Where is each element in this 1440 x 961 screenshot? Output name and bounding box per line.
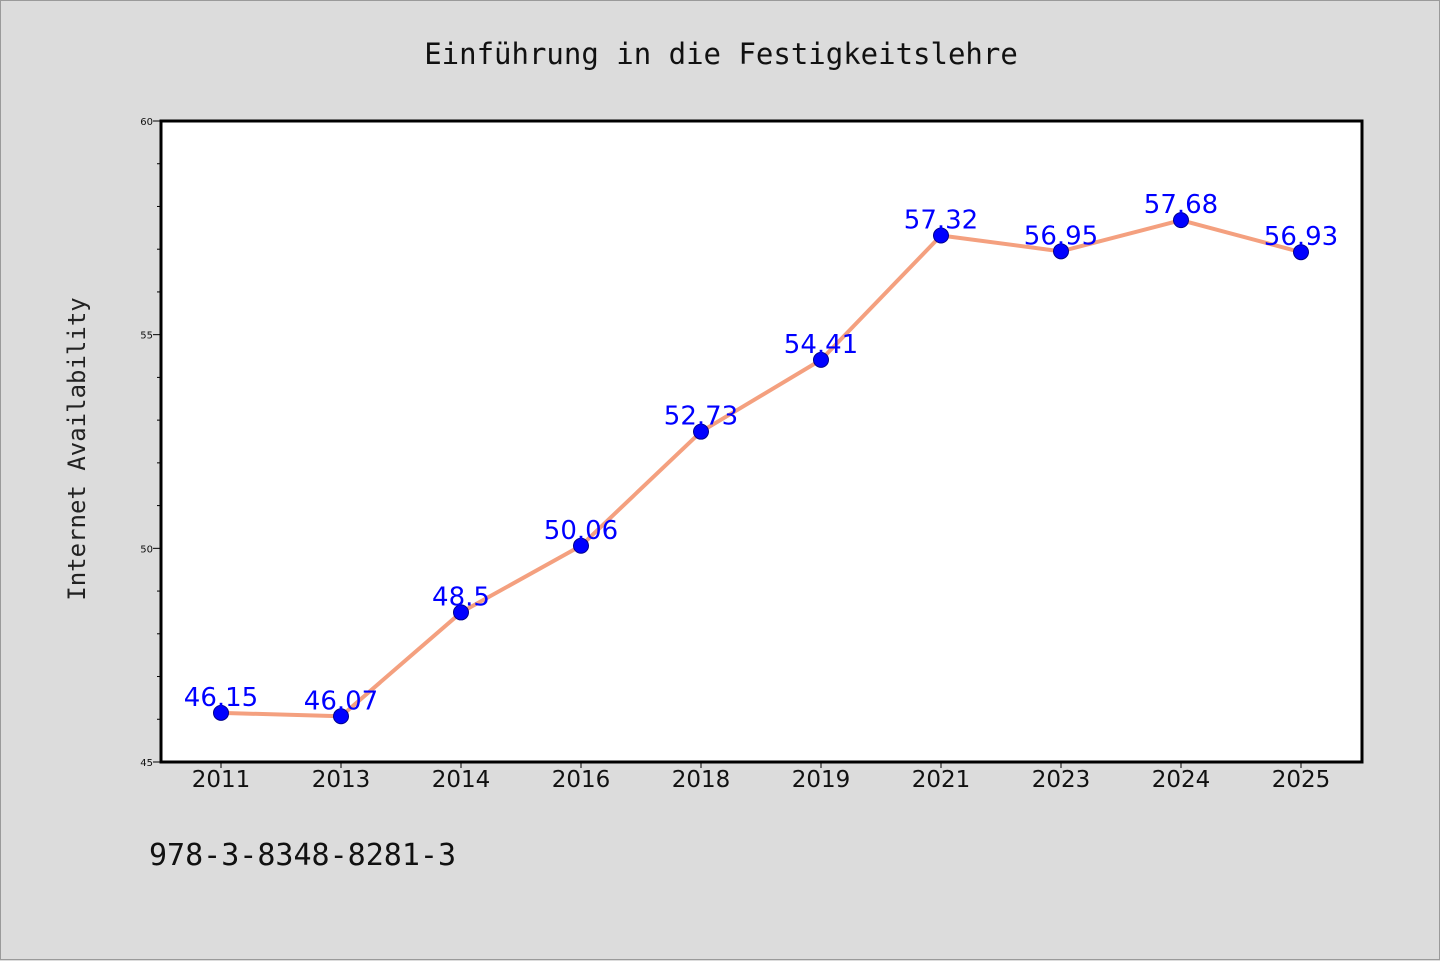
- x-tick-label: 2019: [792, 767, 851, 793]
- x-tick-label: 2024: [1152, 767, 1211, 793]
- y-tick-label: 45: [140, 758, 153, 769]
- data-point: [1053, 243, 1069, 260]
- isbn-text: 978-3-8348-8281-3: [149, 838, 456, 873]
- data-label: 57.32: [904, 206, 978, 236]
- data-series: [213, 212, 1309, 725]
- x-axis: 2011 2013 2014 2016 2018 2019 2021 2023 2024 2025: [192, 762, 1331, 793]
- data-label: 48.5: [432, 582, 490, 612]
- y-tick-label: 55: [140, 331, 153, 342]
- data-point: [1293, 244, 1309, 261]
- data-labels: 46.15 46.07 48.5 50.06 52.73 54.41 57.32 56.95 5…: [184, 190, 1338, 716]
- data-label: 56.95: [1024, 221, 1098, 251]
- x-tick-label: 2011: [192, 767, 251, 793]
- data-point: [453, 604, 469, 621]
- data-label: 57.68: [1144, 190, 1218, 220]
- y-axis: 45 50 55 60: [140, 117, 161, 769]
- series-line: [220, 218, 1302, 719]
- plot-area: [159, 119, 1364, 764]
- x-tick-label: 2025: [1272, 767, 1331, 793]
- data-point: [693, 423, 709, 440]
- x-tick-label: 2013: [312, 767, 371, 793]
- data-label: 46.15: [184, 683, 258, 713]
- data-label: 54.41: [784, 330, 858, 360]
- data-point: [813, 351, 829, 368]
- y-axis-label: Internet Availability: [63, 297, 91, 600]
- data-point: [333, 708, 349, 725]
- data-point: [213, 704, 229, 721]
- x-tick-label: 2014: [432, 767, 491, 793]
- data-label: 50.06: [544, 516, 618, 546]
- x-tick-label: 2018: [672, 767, 731, 793]
- y-tick-label: 60: [140, 117, 153, 128]
- chart-title: Einführung in die Festigkeitslehre: [424, 37, 1018, 71]
- data-label: 56.93: [1264, 222, 1338, 252]
- x-tick-label: 2023: [1032, 767, 1091, 793]
- data-point: [1173, 212, 1189, 229]
- data-label: 46.07: [304, 686, 378, 716]
- y-tick-label: 50: [140, 544, 153, 555]
- data-point: [573, 537, 589, 554]
- data-point: [933, 227, 949, 244]
- x-tick-label: 2021: [912, 767, 971, 793]
- data-label: 52.73: [664, 402, 738, 432]
- x-tick-label: 2016: [552, 767, 611, 793]
